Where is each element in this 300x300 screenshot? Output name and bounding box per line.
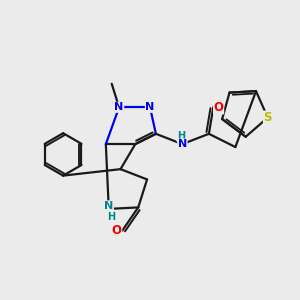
Text: N: N bbox=[115, 102, 124, 112]
Text: N: N bbox=[146, 102, 154, 112]
Text: N: N bbox=[178, 139, 187, 149]
Text: H: H bbox=[177, 131, 185, 141]
Text: H: H bbox=[107, 212, 115, 222]
Text: N: N bbox=[104, 201, 113, 211]
Text: S: S bbox=[263, 111, 272, 124]
Text: O: O bbox=[112, 224, 122, 238]
Text: O: O bbox=[214, 101, 224, 114]
